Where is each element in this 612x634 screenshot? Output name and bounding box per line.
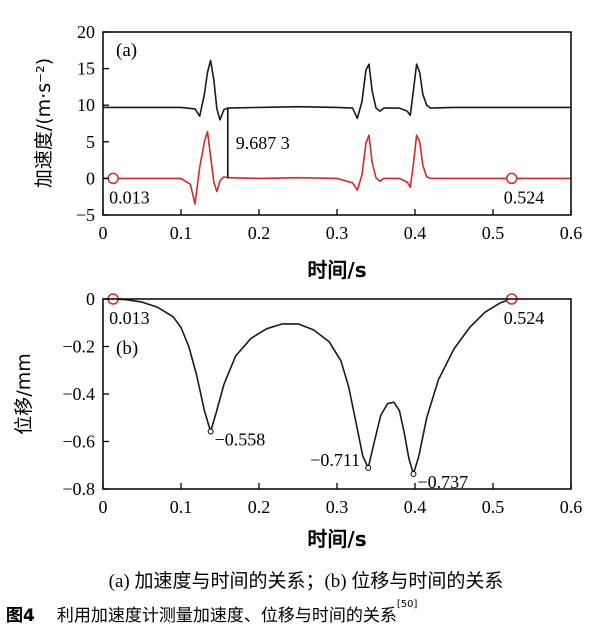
panel-a-label: (a)	[116, 40, 137, 61]
y-tick-label: 20	[77, 22, 95, 42]
annotation-label: −0.558	[215, 430, 266, 450]
y-tick-label: −0.4	[62, 384, 95, 404]
panel-b-ylabel: 位移/mm	[13, 353, 35, 434]
panel-a-ylabel: 加速度/(m·s⁻²)	[33, 58, 55, 188]
annotation-label: −0.737	[417, 472, 468, 492]
annotation-label: 0.013	[109, 187, 150, 207]
figure-caption-text: 利用加速度计测量加速度、位移与时间的关系	[56, 606, 397, 626]
panel-b-xlabel: 时间/s	[307, 527, 366, 551]
annotation-label: 0.013	[109, 308, 150, 328]
x-tick-label: 0.2	[248, 223, 271, 243]
panel-b-label: (b)	[116, 338, 138, 359]
figure-caption: 图4 利用加速度计测量加速度、位移与时间的关系[50]	[6, 599, 418, 626]
x-tick-label: 0.3	[326, 223, 349, 243]
panel-a: 9.687 3 0.013 0.524 0 0.1 0.2 0.3 0.4 0.5 0.6 −5…	[33, 22, 582, 282]
y-tick-label: −5	[76, 205, 95, 225]
x-tick-label: 0.6	[560, 223, 583, 243]
y-tick-label: 0	[86, 168, 95, 188]
minimum-point-marker	[410, 471, 417, 478]
minimum-point-marker	[207, 428, 214, 435]
y-tick-label: −0.6	[62, 432, 95, 452]
figure: 9.687 3 0.013 0.524 0 0.1 0.2 0.3 0.4 0.5 0.6 −5…	[13, 22, 582, 551]
annotation-label: 9.687 3	[236, 133, 290, 153]
panel-a-xlabel: 时间/s	[307, 258, 366, 282]
figure-reference: [50]	[396, 599, 418, 610]
y-tick-label: 5	[86, 132, 95, 152]
x-tick-label: 0.1	[170, 497, 193, 517]
annotation-label: 0.524	[504, 187, 544, 207]
zero-point-marker	[107, 172, 119, 185]
y-tick-label: 0	[86, 289, 95, 309]
series-line-2	[103, 130, 571, 205]
series-line-1	[103, 59, 571, 121]
panel-a-frame	[102, 31, 572, 216]
x-tick-label: 0.4	[404, 223, 427, 243]
x-tick-label: 0.6	[560, 497, 583, 517]
x-tick-label: 0.3	[326, 497, 349, 517]
series-line-1	[113, 298, 512, 475]
x-tick-label: 0.5	[482, 497, 505, 517]
y-tick-label: −0.8	[62, 479, 95, 499]
figure-number: 图4	[6, 606, 35, 626]
figure-subcaption: (a) 加速度与时间的关系；(b) 位移与时间的关系	[108, 571, 504, 592]
y-tick-label: 10	[77, 95, 95, 115]
zero-point-marker	[505, 172, 518, 185]
y-tick-label: −0.2	[62, 337, 95, 357]
y-tick-label: 15	[77, 59, 95, 79]
x-tick-label: 0.4	[404, 497, 427, 517]
annotation-label: 0.524	[504, 308, 544, 328]
minimum-point-marker	[365, 464, 372, 471]
x-tick-label: 0	[99, 223, 108, 243]
x-tick-label: 0.5	[482, 223, 505, 243]
annotation-label: −0.711	[310, 450, 360, 470]
x-tick-label: 0	[99, 497, 108, 517]
panel-b: 0.013 0.524 −0.558 −0.711 −0.737 0 0.1 0.2 0.3 0…	[13, 289, 582, 551]
x-tick-label: 0.2	[248, 497, 271, 517]
x-tick-label: 0.1	[170, 223, 193, 243]
